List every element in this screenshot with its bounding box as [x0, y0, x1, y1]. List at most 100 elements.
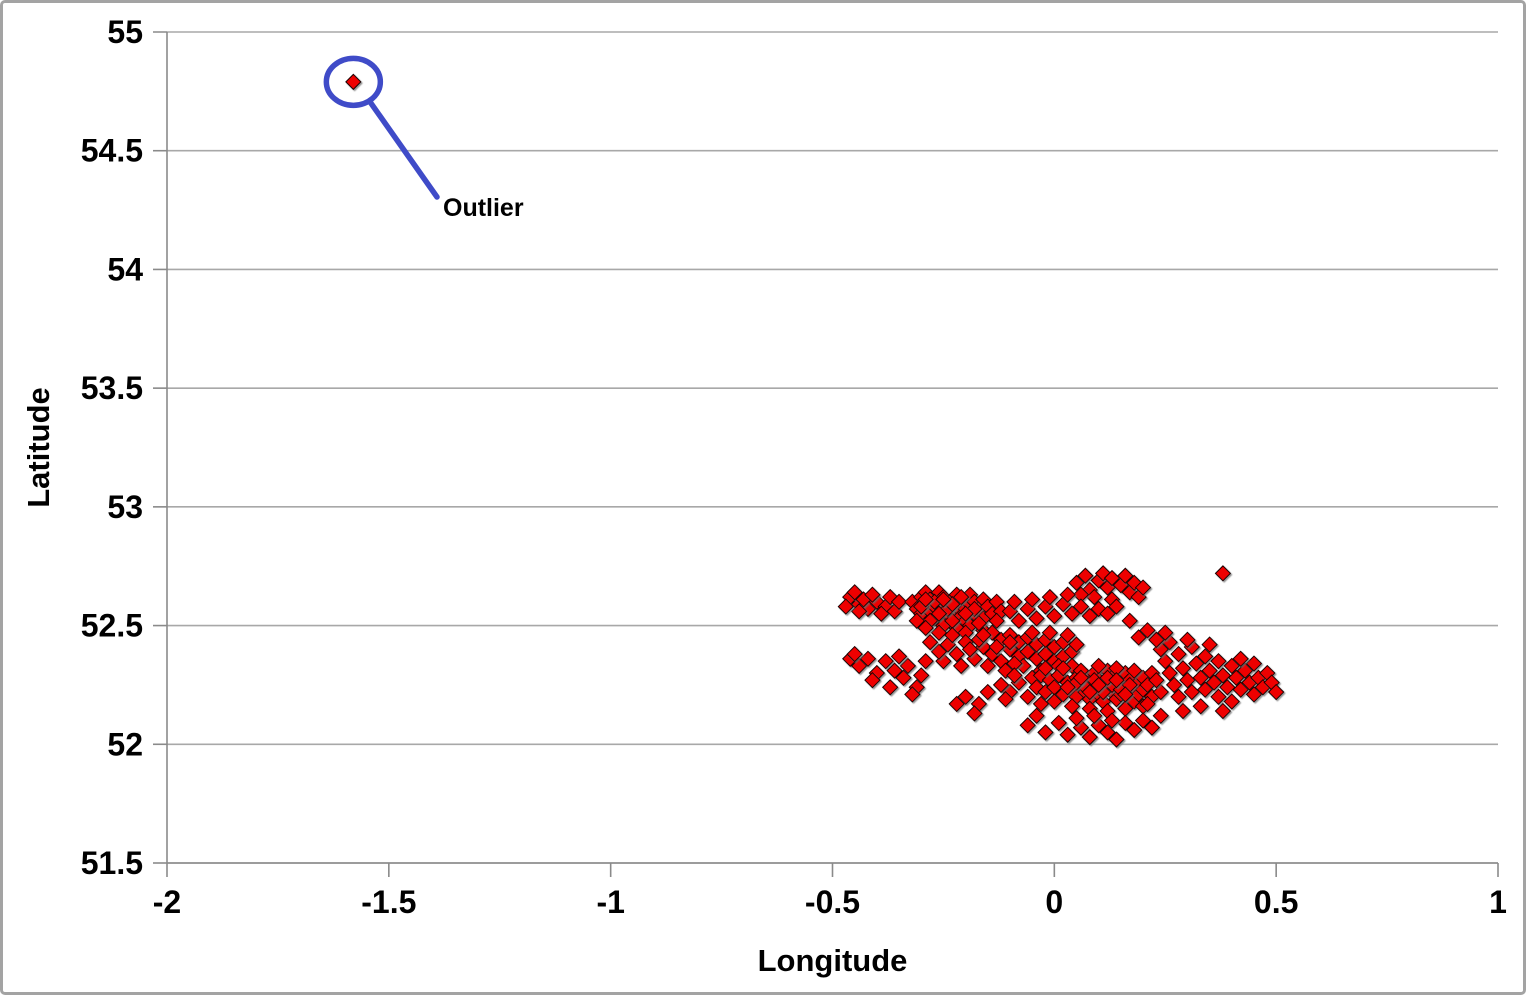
x-tick-label: -2	[153, 884, 181, 920]
data-point	[1210, 688, 1227, 706]
data-point	[345, 73, 362, 91]
data-point	[1117, 686, 1134, 703]
data-point	[1086, 707, 1103, 725]
data-point	[1245, 655, 1263, 672]
data-point	[979, 657, 996, 675]
data-point	[1028, 707, 1045, 725]
data-point	[1081, 728, 1099, 746]
data-point	[1205, 674, 1223, 691]
data-point	[917, 619, 934, 637]
data-point	[1228, 669, 1245, 687]
data-point	[1125, 721, 1143, 739]
data-point	[1086, 588, 1103, 606]
data-point	[1201, 636, 1218, 653]
data-point	[1063, 605, 1081, 622]
data-point	[1125, 662, 1143, 679]
data-point	[881, 679, 899, 696]
data-point	[877, 652, 894, 670]
data-point	[1023, 591, 1041, 608]
data-point	[1068, 709, 1085, 727]
data-point	[1094, 565, 1112, 582]
data-point	[1077, 567, 1094, 584]
data-point	[1174, 702, 1192, 720]
data-point	[1161, 664, 1178, 682]
data-point	[1170, 688, 1187, 706]
data-point	[1059, 586, 1076, 603]
data-point	[1019, 643, 1036, 660]
data-point	[881, 588, 899, 606]
data-point	[975, 626, 992, 644]
data-point	[850, 603, 868, 620]
x-axis-title: Longitude	[758, 943, 908, 978]
data-point	[1214, 702, 1232, 720]
data-point	[1139, 622, 1156, 639]
data-point	[957, 605, 974, 622]
data-point	[1117, 714, 1134, 732]
x-tick-label: -1	[596, 884, 624, 920]
data-point	[1019, 717, 1036, 734]
data-point	[895, 669, 912, 687]
x-tick-label: -0.5	[805, 884, 860, 920]
data-point	[1139, 695, 1156, 713]
data-point	[1001, 633, 1019, 651]
data-point	[1059, 626, 1076, 644]
data-point	[1174, 660, 1192, 677]
data-point	[970, 614, 988, 632]
data-point	[1196, 681, 1214, 698]
x-tick-label: 1	[1489, 884, 1507, 920]
axis-lines	[166, 32, 1498, 864]
data-point	[930, 624, 948, 641]
data-point	[952, 657, 970, 675]
data-point	[846, 645, 863, 663]
x-tick-label: 0	[1045, 884, 1063, 920]
data-point	[921, 633, 939, 651]
data-point	[944, 626, 961, 644]
data-point	[1214, 667, 1232, 684]
data-point	[1072, 669, 1090, 687]
axis-ticks	[153, 31, 1499, 877]
data-point	[864, 671, 881, 689]
data-point	[1223, 693, 1241, 710]
data-point	[1103, 712, 1121, 729]
data-point	[1214, 565, 1232, 582]
data-point	[1192, 669, 1209, 687]
data-point	[1059, 679, 1076, 696]
outlier-annotation: Outlier	[323, 55, 524, 222]
data-point	[1068, 574, 1085, 592]
data-point	[837, 598, 855, 615]
data-point	[1219, 679, 1236, 696]
data-point	[988, 612, 1005, 630]
data-point	[957, 688, 974, 706]
data-point	[890, 593, 908, 611]
data-point	[988, 638, 1005, 656]
data-point	[1041, 588, 1059, 606]
data-point	[1134, 712, 1152, 729]
data-point	[1152, 707, 1170, 725]
data-point	[1090, 676, 1107, 694]
data-point	[1232, 681, 1249, 698]
data-point	[1081, 607, 1099, 625]
data-point	[899, 657, 917, 675]
data-point	[1099, 605, 1116, 622]
data-point	[1063, 698, 1081, 715]
data-point	[1236, 662, 1254, 679]
data-point	[1245, 686, 1263, 703]
data-point	[1157, 624, 1174, 641]
data-point	[1108, 598, 1125, 615]
data-point	[1103, 569, 1121, 587]
data-point	[1192, 698, 1209, 715]
data-point	[1201, 662, 1218, 679]
data-point	[1046, 693, 1063, 710]
data-point	[917, 591, 934, 608]
y-tick-label: 53.5	[81, 370, 143, 406]
data-point	[859, 650, 877, 668]
data-point	[930, 643, 948, 660]
data-point	[1165, 676, 1183, 694]
data-point	[935, 591, 952, 608]
data-point	[1028, 610, 1045, 627]
data-point	[1157, 652, 1174, 670]
outlier-circle-icon	[323, 55, 384, 109]
data-point	[917, 652, 934, 670]
data-point	[1267, 683, 1285, 701]
